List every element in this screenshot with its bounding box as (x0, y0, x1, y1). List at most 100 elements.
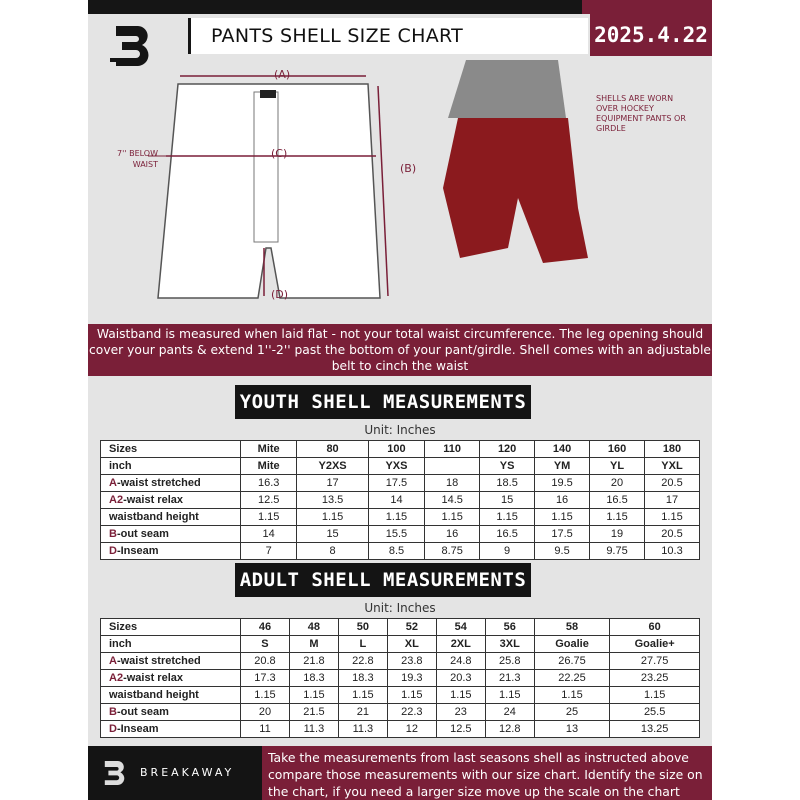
youth-title: YOUTH SHELL MEASUREMENTS (235, 385, 531, 419)
table-cell: 3XL (484, 635, 535, 653)
row-label-text: inch (109, 638, 132, 650)
table-cell: 12.5 (239, 491, 298, 509)
table-cell: 100 (367, 440, 426, 458)
row-prefix: B (109, 706, 117, 718)
table-cell: 1.15 (386, 686, 437, 704)
table-cell: 12.8 (484, 720, 535, 738)
table-cell: 1.15 (424, 508, 481, 526)
table-cell: 14 (367, 491, 426, 509)
table-cell: 1.15 (288, 686, 339, 704)
row-label-text: inch (109, 460, 132, 472)
table-cell: 13 (533, 720, 611, 738)
table-cell: 20.5 (644, 474, 700, 492)
table-cell: 18 (424, 474, 481, 492)
table-cell: 1.15 (435, 686, 486, 704)
table-cell: 19.5 (534, 474, 591, 492)
table-row: Sizes 46 48 50 52 54 56 58 60 (100, 618, 700, 636)
table-cell: 18.5 (479, 474, 536, 492)
label-a: (A) (274, 68, 291, 81)
table-cell: 20 (240, 703, 290, 721)
row-label: B-out seam (100, 703, 241, 721)
table-cell: 58 (533, 618, 611, 636)
row-label: Sizes (100, 618, 241, 636)
row-prefix: A2 (109, 494, 124, 506)
table-cell: 25.5 (609, 703, 700, 721)
table-row: Sizes Mite 80 100 110 120 140 160 180 (100, 440, 700, 458)
youth-unit: Unit: Inches (364, 423, 436, 437)
row-prefix: A (109, 477, 117, 489)
table-cell: 1.15 (484, 686, 535, 704)
row-prefix: A2 (109, 672, 124, 684)
row-label: Sizes (100, 440, 241, 458)
row-label-text: Sizes (109, 621, 138, 633)
table-row: D-Inseam 7 8 8.5 8.75 9 9.5 9.75 10.3 (100, 542, 700, 560)
row-prefix: B (109, 528, 117, 540)
table-cell: 1.15 (609, 686, 700, 704)
table-cell: 52 (386, 618, 437, 636)
table-cell: YL (589, 457, 645, 475)
pants-drawing (148, 60, 588, 299)
table-cell: 11 (240, 720, 290, 738)
table-cell: 9.5 (534, 542, 591, 560)
table-cell: 18.3 (337, 669, 388, 687)
table-cell: 9.75 (589, 542, 645, 560)
table-cell: 27.75 (609, 652, 700, 670)
footer-brand: BREAKAWAY (88, 746, 262, 800)
row-label: A2-waist relax (100, 669, 241, 687)
size-chart-sheet: PANTS SHELL SIZE CHART 2025.4.22 (A) (C)… (88, 0, 712, 800)
table-cell: 10.3 (644, 542, 700, 560)
table-cell: 25 (533, 703, 611, 721)
table-cell: 24 (484, 703, 535, 721)
table-cell: 17 (296, 474, 369, 492)
table-cell: 11.3 (288, 720, 339, 738)
table-cell: 19 (589, 525, 645, 543)
table-row: waistband height 1.15 1.15 1.15 1.15 1.15 1.15… (100, 508, 700, 526)
row-label: A-waist stretched (100, 652, 241, 670)
table-cell: Mite (239, 457, 298, 475)
table-cell: 20.8 (240, 652, 290, 670)
label-b: (B) (400, 162, 417, 175)
table-cell: XL (386, 635, 437, 653)
adult-title: ADULT SHELL MEASUREMENTS (235, 563, 531, 597)
brand-name: BREAKAWAY (140, 766, 235, 779)
row-label-text: Sizes (109, 443, 138, 455)
table-cell: Y2XS (296, 457, 369, 475)
table-row: A2-waist relax 12.5 13.5 14 14.5 15 16 16.5 17 (100, 491, 700, 509)
table-row: A-waist stretched 16.3 17 17.5 18 18.5 19.5 20 2… (100, 474, 700, 492)
table-cell: YM (534, 457, 591, 475)
row-label-text: -waist relax (123, 672, 183, 684)
table-cell: Goalie+ (609, 635, 700, 653)
table-cell: 18.3 (288, 669, 339, 687)
table-cell: 17.3 (240, 669, 290, 687)
row-label-text: -waist stretched (116, 477, 201, 489)
row-label-text: -waist stretched (116, 655, 201, 667)
measurement-banner: Waistband is measured when laid flat - n… (88, 324, 712, 376)
table-cell: 20.5 (644, 525, 700, 543)
row-label: waistband height (100, 686, 241, 704)
table-row: A2-waist relax 17.3 18.3 18.3 19.3 20.3 21.3 22… (100, 669, 700, 687)
row-label: A-waist stretched (100, 474, 241, 492)
title-box: PANTS SHELL SIZE CHART (188, 18, 588, 54)
table-cell: 22.3 (386, 703, 437, 721)
row-label: inch (100, 457, 241, 475)
table-cell: 1.15 (644, 508, 700, 526)
table-cell: 46 (240, 618, 290, 636)
table-row: B-out seam 20 21.5 21 22.3 23 24 25 25.5 (100, 703, 700, 721)
row-label-text: waistband height (109, 689, 199, 701)
table-row: inch S M L XL 2XL 3XL Goalie Goalie+ (100, 635, 700, 653)
row-label-text: -Inseam (116, 545, 159, 557)
table-cell (424, 457, 481, 475)
table-cell: YS (479, 457, 536, 475)
label-c: (C) (271, 147, 288, 160)
table-cell: 14.5 (424, 491, 481, 509)
table-cell: 1.15 (337, 686, 388, 704)
table-cell: 21.3 (484, 669, 535, 687)
waist-note: 7'' BELOW WAIST (117, 149, 158, 169)
table-row: waistband height 1.15 1.15 1.15 1.15 1.15 1.15… (100, 686, 700, 704)
table-cell: S (240, 635, 290, 653)
table-cell: 180 (644, 440, 700, 458)
table-cell: YXS (367, 457, 426, 475)
table-cell: 20.3 (435, 669, 486, 687)
table-cell: 23.8 (386, 652, 437, 670)
row-prefix: A (109, 655, 117, 667)
